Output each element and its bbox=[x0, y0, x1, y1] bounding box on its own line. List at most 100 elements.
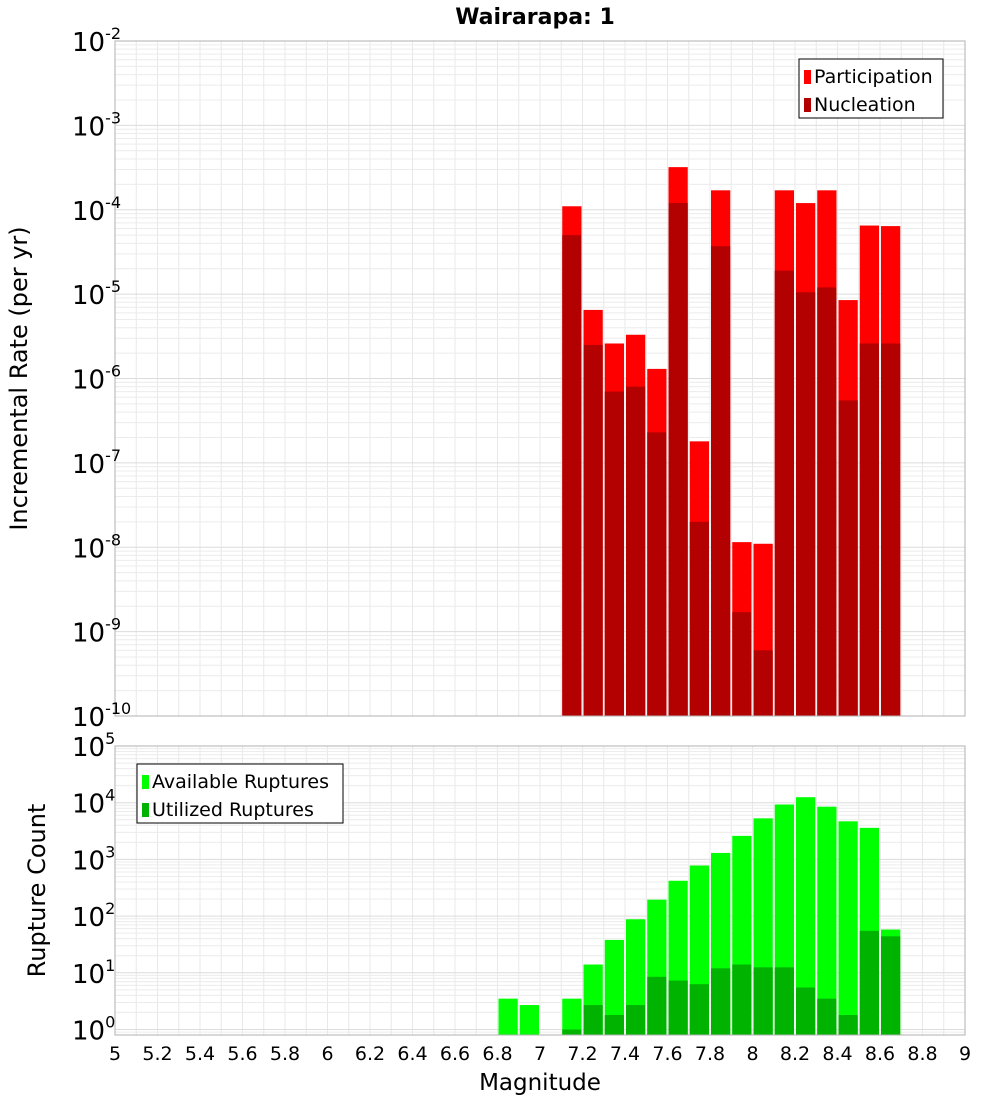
bar bbox=[711, 246, 731, 716]
bar bbox=[583, 344, 603, 716]
bar bbox=[796, 292, 816, 716]
y-tick-label: 10-8 bbox=[72, 530, 121, 564]
x-tick-label: 8 bbox=[746, 1043, 758, 1065]
x-tick-label: 7.4 bbox=[610, 1043, 640, 1065]
bar bbox=[817, 998, 837, 1035]
bar bbox=[668, 980, 688, 1035]
y-tick-label: 10-5 bbox=[72, 277, 121, 311]
x-tick-label: 5.2 bbox=[142, 1043, 172, 1065]
bar bbox=[647, 976, 667, 1035]
x-tick-label: 8.6 bbox=[865, 1043, 895, 1065]
bar bbox=[689, 984, 709, 1035]
bar bbox=[753, 967, 773, 1035]
gridlines bbox=[114, 40, 966, 717]
bar bbox=[859, 343, 879, 716]
bar bbox=[626, 386, 646, 716]
legend-swatch bbox=[142, 803, 149, 817]
x-tick-label: 8.2 bbox=[780, 1043, 810, 1065]
x-tick-label: 7 bbox=[534, 1043, 546, 1065]
x-tick-label: 8.8 bbox=[907, 1043, 937, 1065]
bar bbox=[711, 968, 731, 1035]
series-nucleation bbox=[562, 203, 901, 716]
x-tick-label: 6.4 bbox=[397, 1043, 427, 1065]
y-axis-label: Incremental Rate (per yr) bbox=[5, 226, 33, 530]
x-tick-label: 6 bbox=[321, 1043, 333, 1065]
bar bbox=[796, 987, 816, 1035]
y-axis-label: Rupture Count bbox=[23, 804, 51, 978]
y-tick-label: 105 bbox=[72, 729, 115, 763]
y-tick-label: 102 bbox=[72, 899, 115, 933]
plot-frame bbox=[114, 745, 966, 1036]
x-tick-label: 5.8 bbox=[270, 1043, 300, 1065]
x-tick-label: 6.8 bbox=[482, 1043, 512, 1065]
y-tick-label: 10-7 bbox=[72, 446, 121, 480]
bar bbox=[604, 1015, 624, 1035]
bar bbox=[562, 235, 582, 716]
legend-swatch bbox=[804, 98, 811, 112]
bar bbox=[583, 1005, 603, 1035]
y-tick-label: 10-3 bbox=[72, 108, 121, 142]
legend-label: Nucleation bbox=[814, 94, 916, 116]
x-tick-label: 5.6 bbox=[227, 1043, 257, 1065]
legend-swatch bbox=[142, 775, 149, 789]
bar bbox=[519, 1005, 539, 1035]
bar bbox=[796, 797, 816, 1035]
bar bbox=[817, 287, 837, 716]
y-tick-label: 10-9 bbox=[72, 615, 121, 649]
chart-title: Wairarapa: 1 bbox=[455, 5, 615, 30]
bar bbox=[838, 400, 858, 716]
legend-box bbox=[136, 763, 344, 824]
x-tick-label: 6.2 bbox=[355, 1043, 385, 1065]
x-tick-label: 6.6 bbox=[440, 1043, 470, 1065]
bar bbox=[562, 1029, 582, 1035]
x-tick-label: 8.4 bbox=[822, 1043, 852, 1065]
bar bbox=[689, 521, 709, 716]
x-tick-label: 7.8 bbox=[695, 1043, 725, 1065]
y-tick-label: 10-6 bbox=[72, 362, 121, 396]
bar bbox=[838, 1015, 858, 1035]
y-tick-label: 10-4 bbox=[72, 193, 121, 227]
bar bbox=[881, 343, 901, 716]
bar bbox=[881, 936, 901, 1035]
y-tick-label: 103 bbox=[72, 842, 115, 876]
legend-box bbox=[798, 58, 944, 119]
y-tick-label: 104 bbox=[72, 786, 115, 820]
legend-label: Participation bbox=[814, 66, 933, 88]
y-tick-label: 101 bbox=[72, 956, 115, 990]
x-tick-label: 7.6 bbox=[652, 1043, 682, 1065]
bar bbox=[774, 270, 794, 716]
bar bbox=[859, 930, 879, 1035]
legend-swatch bbox=[804, 70, 811, 84]
bar bbox=[774, 967, 794, 1035]
bar bbox=[562, 998, 582, 1035]
bar bbox=[753, 650, 773, 716]
y-tick-label: 100 bbox=[72, 1013, 115, 1047]
y-tick-label: 10-2 bbox=[72, 24, 121, 58]
bar bbox=[732, 964, 752, 1035]
legend: Available Ruptures Utilized Ruptures bbox=[136, 763, 344, 824]
bar bbox=[604, 939, 624, 1035]
x-tick-label: 7.2 bbox=[567, 1043, 597, 1065]
y-tick-label: 10-10 bbox=[72, 699, 131, 733]
x-axis-label: Magnitude bbox=[479, 1070, 601, 1096]
legend-label: Utilized Ruptures bbox=[152, 799, 314, 821]
bar bbox=[668, 203, 688, 716]
panel-rate: 10-10 10-9 10-8 10-7 10-6 10-5 10-4 10-3 10-2 Inc… bbox=[5, 5, 966, 733]
bar bbox=[817, 806, 837, 1035]
bar bbox=[498, 998, 518, 1035]
x-tick-label: 5 bbox=[109, 1043, 121, 1065]
bar bbox=[838, 821, 858, 1035]
series-utilized-ruptures bbox=[562, 930, 901, 1035]
panel-rupture-count: 100 101 102 103 104 105 Rupture Count 5 5.2 5.4 5.… bbox=[23, 729, 971, 1096]
plot-frame bbox=[114, 40, 966, 717]
legend: Participation Nucleation bbox=[798, 58, 944, 119]
x-tick-label: 5.4 bbox=[185, 1043, 215, 1065]
bar bbox=[647, 432, 667, 716]
bar bbox=[604, 391, 624, 716]
bar bbox=[626, 1005, 646, 1035]
legend-label: Available Ruptures bbox=[152, 771, 329, 793]
x-tick-label: 9 bbox=[959, 1043, 971, 1065]
bar bbox=[732, 612, 752, 716]
